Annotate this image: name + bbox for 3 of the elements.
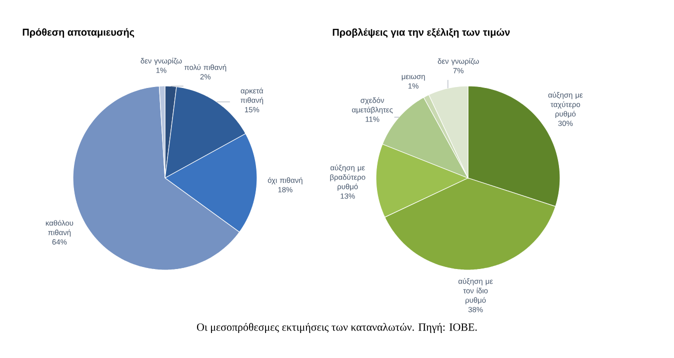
chart-title: Πρόθεση αποταμιευσής <box>22 28 134 38</box>
chart-title: Προβλέψεις για την εξέλιξη των τιμών <box>332 28 510 38</box>
text: Οι μεσοπρόθεσμες εκτιμήσεις των καταναλωτών. Πηγή: ΙΟΒΕ. <box>196 322 477 334</box>
